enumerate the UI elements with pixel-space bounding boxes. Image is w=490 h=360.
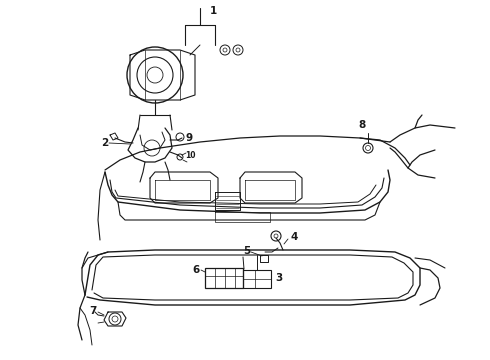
Text: 9: 9 [185,133,192,143]
Bar [243,270,271,288]
Text: 8: 8 [358,120,366,130]
Text: 6: 6 [193,265,200,275]
Bar [205,268,243,288]
Text: 5: 5 [243,246,250,256]
Text: 1: 1 [209,6,217,16]
Text: 7: 7 [90,306,97,316]
Text: 10: 10 [185,150,196,159]
Text: 4: 4 [290,232,297,242]
Text: 3: 3 [275,273,282,283]
Text: 2: 2 [101,138,108,148]
